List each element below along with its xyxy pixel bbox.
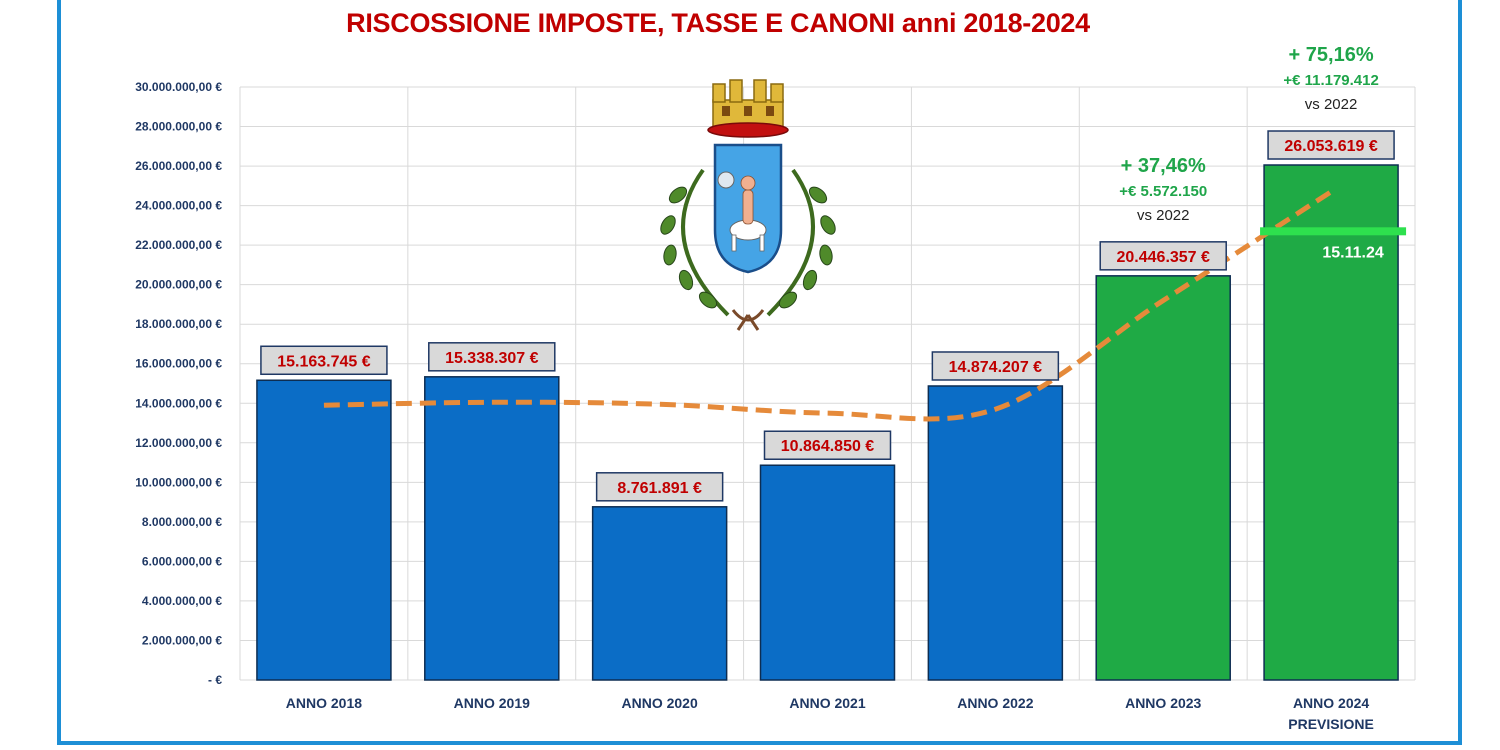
y-tick-label: 2.000.000,00 € [142, 633, 222, 647]
x-tick-label: ANNO 2024 [1293, 695, 1369, 711]
x-tick-label: ANNO 2018 [286, 695, 362, 711]
x-tick-label: ANNO 2022 [957, 695, 1033, 711]
data-label-box [595, 472, 724, 502]
x-tick-label: ANNO 2021 [789, 695, 865, 711]
bar [927, 385, 1064, 681]
bar [1095, 275, 1231, 681]
y-tick-label: 24.000.000,00 € [135, 199, 222, 213]
y-tick-label: 26.000.000,00 € [135, 159, 222, 173]
y-tick-label: 8.000.000,00 € [142, 515, 222, 529]
data-label: 15.338.307 € [445, 350, 539, 367]
city-coat-of-arms [660, 79, 836, 331]
data-label: 10.864.850 € [781, 438, 875, 455]
trend-line-path [323, 189, 1333, 422]
y-tick-label: - € [208, 673, 222, 687]
annotation-amount: +€ 5.572.150 [1119, 183, 1207, 200]
y-tick-label: 4.000.000,00 € [142, 594, 222, 608]
data-label-box [1267, 130, 1395, 160]
annotation-vs: vs 2022 [1137, 207, 1190, 224]
y-tick-label: 6.000.000,00 € [142, 554, 222, 568]
marker-label: 15.11.24 [1322, 244, 1384, 261]
trend-line [323, 189, 1333, 422]
annotation-pct: + 75,16% [1289, 44, 1374, 66]
bar [1263, 164, 1399, 681]
y-tick-label: 30.000.000,00 € [135, 80, 222, 94]
y-tick-label: 18.000.000,00 € [135, 317, 222, 331]
annotation-pct: + 37,46% [1121, 155, 1206, 177]
y-tick-label: 22.000.000,00 € [135, 238, 222, 252]
annotation-amount: +€ 11.179.412 [1283, 72, 1379, 89]
data-label-box [428, 342, 556, 372]
data-label-box [763, 430, 892, 460]
y-tick-label: 14.000.000,00 € [135, 396, 222, 410]
marker-line [1260, 227, 1407, 236]
chart-frame [57, 0, 1462, 745]
y-tick-label: 10.000.000,00 € [135, 475, 222, 489]
x-tick-label: PREVISIONE [1288, 716, 1374, 732]
y-tick-label: 28.000.000,00 € [135, 120, 222, 134]
x-tick-label: ANNO 2020 [622, 695, 698, 711]
annotation-vs: vs 2022 [1305, 96, 1358, 113]
chart-title: RISCOSSIONE IMPOSTE, TASSE E CANONI anni… [346, 8, 1090, 38]
data-label: 26.053.619 € [1284, 138, 1378, 155]
y-axis: - € 2.000.000,00 € 4.000.000,00 € 6.000.000… [135, 80, 222, 687]
data-label-box [260, 345, 388, 376]
data-label: 20.446.357 € [1117, 249, 1211, 266]
bar [591, 506, 728, 681]
marker: 15.11.24 [1260, 227, 1407, 261]
data-label-box [931, 351, 1060, 381]
y-tick-label: 20.000.000,00 € [135, 278, 222, 292]
data-label: 14.874.207 € [949, 359, 1043, 376]
bar [759, 464, 896, 681]
data-label: 15.163.745 € [277, 353, 371, 370]
x-tick-label: ANNO 2023 [1125, 695, 1201, 711]
bar [256, 379, 392, 681]
x-axis: ANNO 2018 ANNO 2019 ANNO 2020 ANNO 2021 ANNO… [286, 695, 1374, 732]
data-labels: 15.163.745 € 15.338.307 € 8.761.891 € 10.86… [260, 130, 1395, 502]
bar [424, 376, 560, 681]
y-tick-label: 12.000.000,00 € [135, 436, 222, 450]
data-label-box [1099, 241, 1227, 271]
data-label: 8.761.891 € [617, 480, 702, 497]
y-tick-label: 16.000.000,00 € [135, 357, 222, 371]
bars [256, 164, 1399, 681]
annotations: vs 2022 +€ 5.572.150 + 37,46% vs 2022 +€ 11.… [1119, 44, 1379, 224]
x-tick-label: ANNO 2019 [454, 695, 530, 711]
